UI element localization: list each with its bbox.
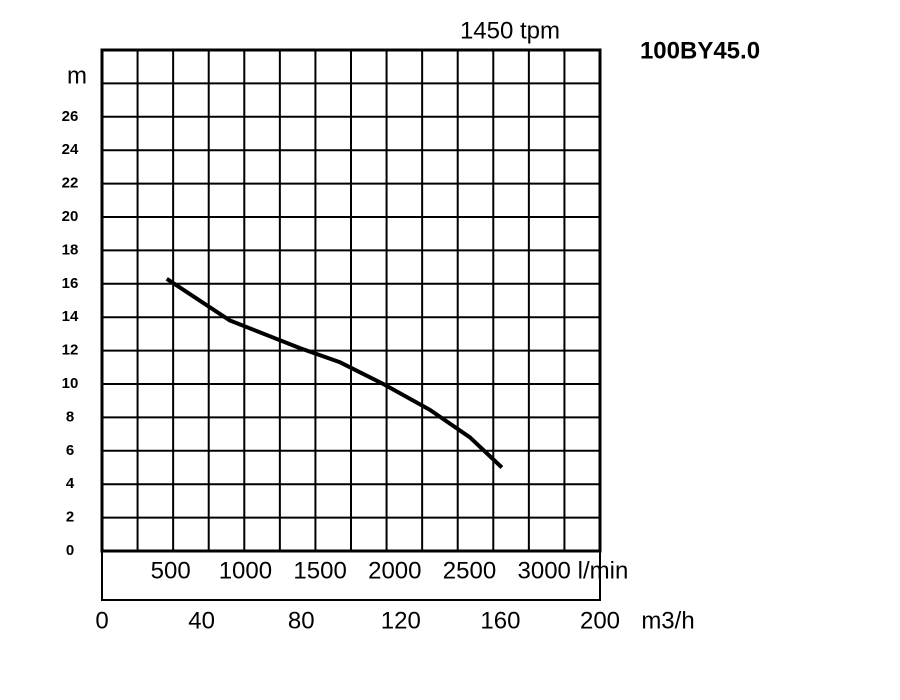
x-tick-label: 120 (381, 607, 421, 634)
y-tick-label: 10 (62, 375, 79, 392)
x2-tick-label: 2000 (368, 557, 421, 584)
y-tick-label: 18 (62, 241, 79, 258)
pump-curve (165, 277, 504, 469)
x-tick-label: 80 (288, 607, 315, 634)
y-tick-label: 16 (62, 275, 79, 292)
x-tick-label: 200 (580, 607, 620, 634)
x-tick-label: 160 (480, 607, 520, 634)
chart-title: 100BY45.0 (640, 37, 760, 64)
y-tick-label: 0 (66, 542, 74, 559)
plot-frame (100, 48, 602, 553)
x-tick-label: 40 (188, 607, 215, 634)
x2-tick-label: 500 (151, 557, 191, 584)
y-tick-label: 12 (62, 342, 79, 359)
y-tick-label: 24 (62, 141, 79, 158)
y-tick-label: 4 (66, 475, 75, 492)
y-tick-label: 6 (66, 442, 74, 459)
x2-tick-label: 3000 (518, 557, 571, 584)
x2-tick-label: 1500 (293, 557, 346, 584)
x2-axis-label: l/min (578, 557, 629, 584)
x2-tick-label: 1000 (219, 557, 272, 584)
y-tick-label: 8 (66, 408, 74, 425)
y-tick-label: 20 (62, 208, 79, 225)
x-axis-label: m3/h (641, 607, 694, 634)
y-tick-label: 22 (62, 175, 79, 192)
y-tick-label: 2 (66, 509, 74, 526)
x-tick-label: 0 (95, 607, 108, 634)
x2-tick-label: 2500 (443, 557, 496, 584)
y-tick-label: 26 (62, 108, 79, 125)
y-axis-label: m (67, 62, 87, 89)
chart-subtitle: 1450 tpm (460, 17, 560, 44)
y-tick-label: 14 (62, 308, 79, 325)
